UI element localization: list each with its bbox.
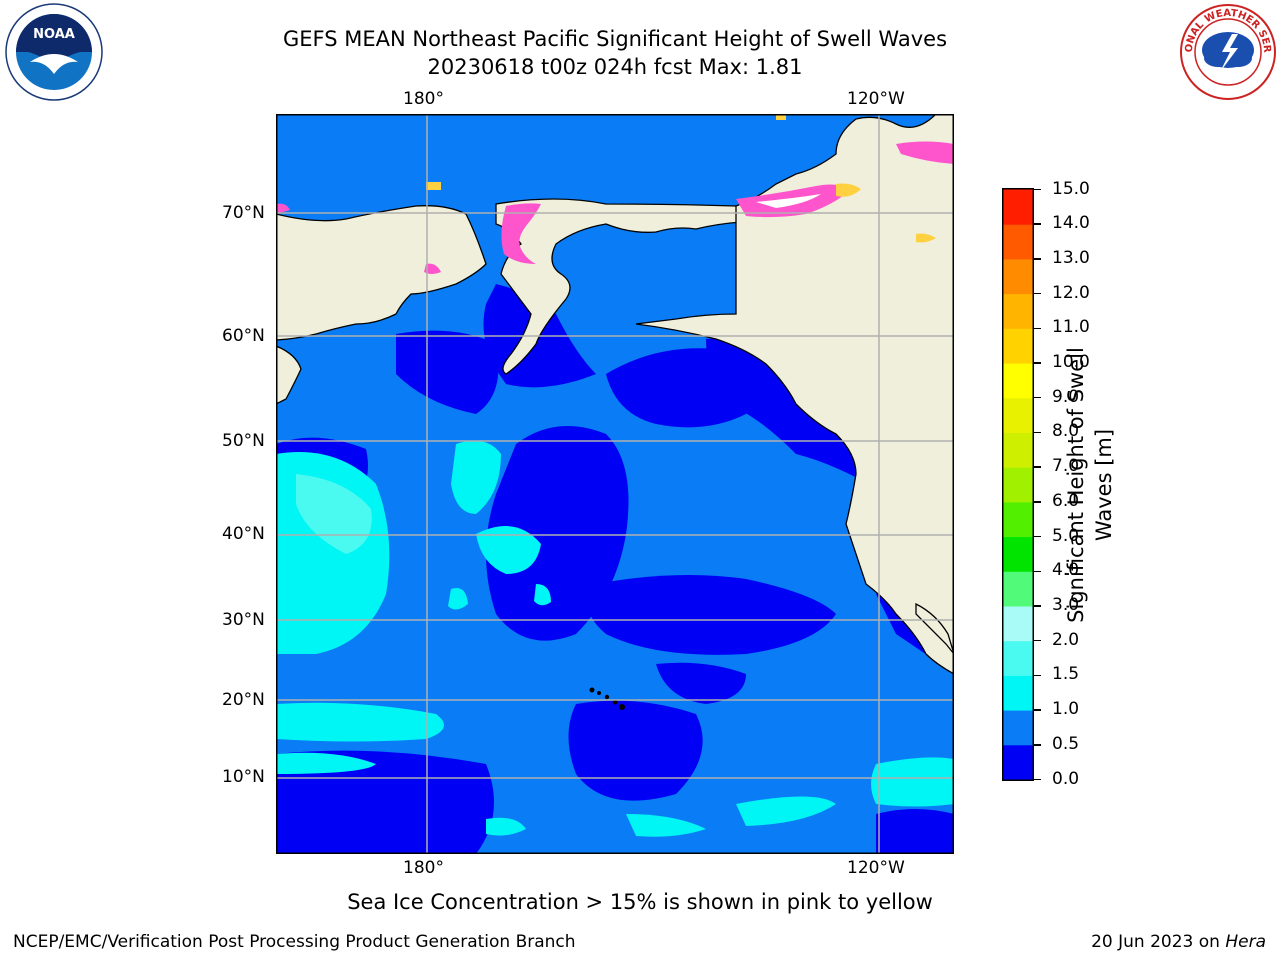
colorbar-segment [1003, 675, 1033, 711]
noaa-logo: NOAA [5, 3, 103, 101]
colorbar-tick-mark [1034, 501, 1041, 503]
colorbar-tick-label: 1.5 [1052, 664, 1080, 685]
map-frame [276, 114, 954, 854]
hawaiian-islands [589, 687, 625, 710]
lat-tick-40n: 40°N [222, 524, 265, 544]
colorbar-tick-mark [1034, 744, 1041, 746]
colorbar-tick-mark [1034, 639, 1041, 642]
colorbar-tick-mark [1034, 362, 1041, 364]
colorbar-tick-mark [1034, 674, 1041, 677]
colorbar-segment [1003, 744, 1033, 780]
colorbar-segment [1003, 432, 1033, 468]
footer-host: Hera [1225, 932, 1266, 952]
colorbar-frame [1002, 188, 1034, 781]
colorbar-segment [1003, 328, 1033, 364]
colorbar-tick-label: 13.0 [1052, 247, 1090, 268]
colorbar-segment [1003, 293, 1033, 329]
nws-logo: NATIONAL WEATHER SERVICE [1178, 2, 1276, 100]
chart-subtitle: 20230618 t00z 024h fcst Max: 1.81 [427, 55, 803, 79]
graticule [276, 114, 954, 854]
colorbar-segment [1003, 189, 1033, 225]
colorbar-tick-label: 9.0 [1052, 386, 1080, 407]
colorbar-tick-mark [1034, 535, 1041, 538]
lat-tick-60n: 60°N [222, 326, 265, 346]
colorbar-segment [1003, 363, 1033, 399]
top-tick-180: 180° [403, 89, 444, 109]
mid-swell-highlight [296, 474, 372, 554]
colorbar-segment [1003, 224, 1033, 260]
colorbar-tick-label: 8.0 [1052, 421, 1080, 442]
colorbar-tick-mark [1034, 258, 1041, 260]
colorbar-tick-mark [1034, 188, 1041, 191]
footer-date-text: 20 Jun 2023 on [1091, 932, 1226, 952]
top-tick-120w: 120°W [847, 89, 905, 109]
bottom-tick-180: 180° [403, 858, 444, 878]
colorbar-tick-mark [1034, 327, 1041, 330]
sea-ice [276, 114, 954, 274]
colorbar-tick-label: 12.0 [1052, 282, 1090, 303]
colorbar-label-line1: Significant Height of Swell [1064, 347, 1088, 623]
colorbar-segment [1003, 258, 1033, 295]
chart-title: GEFS MEAN Northeast Pacific Significant … [282, 27, 948, 51]
colorbar-tick-label: 1.0 [1052, 699, 1080, 720]
colorbar [1002, 188, 1034, 781]
colorbar-tick-label: 0.5 [1052, 733, 1080, 754]
colorbar-segment [1003, 605, 1033, 642]
lat-tick-30n: 30°N [222, 610, 265, 630]
colorbar-tick-label: 4.0 [1052, 560, 1080, 581]
colorbar-tick-mark [1034, 431, 1041, 434]
colorbar-tick-mark [1034, 605, 1041, 607]
colorbar-tick-label: 3.0 [1052, 594, 1080, 615]
colorbar-tick-label: 0.0 [1052, 768, 1080, 789]
lat-tick-10n: 10°N [222, 767, 265, 787]
lat-tick-50n: 50°N [222, 431, 265, 451]
lat-tick-70n: 70°N [222, 203, 265, 223]
lat-tick-20n: 20°N [222, 690, 265, 710]
colorbar-label: Significant Height of Swell Waves [m] [1062, 335, 1122, 635]
colorbar-tick-mark [1034, 570, 1041, 572]
low-swell-regions [276, 284, 954, 854]
colorbar-tick-label: 15.0 [1052, 178, 1090, 199]
footer-date: 20 Jun 2023 on Hera [1091, 932, 1266, 952]
colorbar-tick-mark [1034, 396, 1041, 399]
colorbar-tick-mark [1034, 466, 1041, 468]
colorbar-tick-label: 11.0 [1052, 317, 1090, 338]
colorbar-segment [1003, 501, 1033, 538]
colorbar-tick-label: 2.0 [1052, 629, 1080, 650]
colorbar-segment [1003, 536, 1033, 572]
colorbar-tick-label: 5.0 [1052, 525, 1080, 546]
sea-ice-caption: Sea Ice Concentration > 15% is shown in … [347, 890, 933, 914]
colorbar-label-line2: Waves [m] [1092, 428, 1116, 542]
colorbar-tick-mark [1034, 709, 1041, 711]
colorbar-tick-label: 10.0 [1052, 352, 1090, 373]
footer-credit: NCEP/EMC/Verification Post Processing Pr… [13, 932, 576, 952]
bottom-tick-120w: 120°W [847, 858, 905, 878]
colorbar-segment [1003, 467, 1033, 503]
colorbar-segment [1003, 710, 1033, 746]
colorbar-segment [1003, 571, 1033, 607]
land-masses [276, 114, 954, 675]
colorbar-segment [1003, 397, 1033, 433]
colorbar-tick-mark [1034, 292, 1041, 295]
noaa-logo-text: NOAA [33, 27, 75, 42]
colorbar-tick-label: 7.0 [1052, 456, 1080, 477]
colorbar-tick-mark [1034, 778, 1041, 781]
swell-height-map [276, 114, 954, 854]
colorbar-segment [1003, 640, 1033, 676]
colorbar-tick-label: 14.0 [1052, 213, 1090, 234]
colorbar-tick-label: 6.0 [1052, 490, 1080, 511]
colorbar-tick-mark [1034, 223, 1041, 225]
